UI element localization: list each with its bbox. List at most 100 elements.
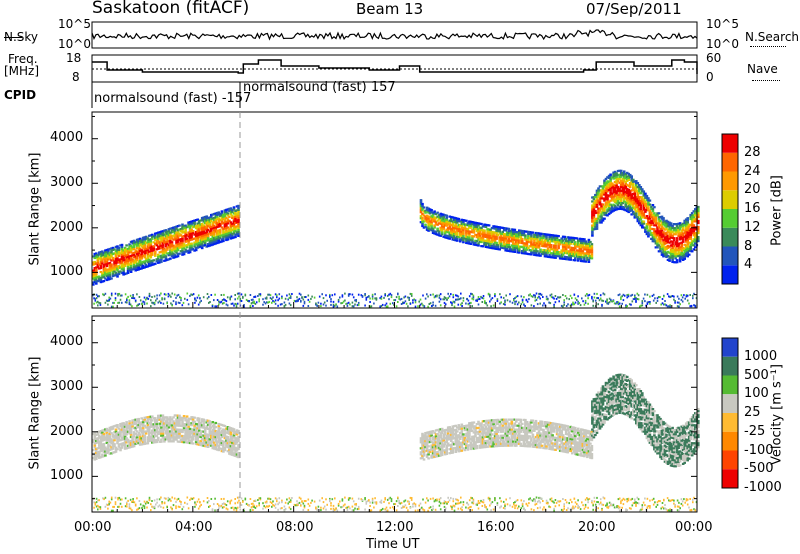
heatmap-cell bbox=[384, 304, 386, 307]
heatmap-cell bbox=[581, 297, 583, 300]
heatmap-cell bbox=[587, 244, 591, 247]
heatmap-cell bbox=[443, 230, 447, 233]
heatmap-cell bbox=[191, 434, 195, 437]
heatmap-cell bbox=[481, 237, 485, 240]
heatmap-cell bbox=[181, 225, 184, 228]
heatmap-cell bbox=[600, 215, 603, 218]
heatmap-cell bbox=[598, 197, 602, 200]
heatmap-cell bbox=[545, 253, 548, 256]
heatmap-cell bbox=[131, 248, 134, 251]
heatmap-cell bbox=[652, 293, 655, 296]
heatmap-cell bbox=[167, 295, 170, 298]
heatmap-cell bbox=[158, 422, 162, 425]
heatmap-cell bbox=[498, 248, 501, 251]
heatmap-cell bbox=[158, 300, 161, 303]
heatmap-cell bbox=[214, 448, 218, 451]
heatmap-cell bbox=[606, 190, 609, 193]
heatmap-cell bbox=[170, 418, 174, 421]
heatmap-cell bbox=[135, 424, 139, 427]
heatmap-cell bbox=[148, 439, 151, 443]
heatmap-cell bbox=[335, 303, 337, 306]
heatmap-cell bbox=[466, 242, 470, 245]
heatmap-cell bbox=[104, 277, 107, 280]
heatmap-cell bbox=[423, 305, 426, 308]
heatmap-cell bbox=[519, 245, 523, 248]
heatmap-cell bbox=[625, 304, 627, 307]
heatmap-cell bbox=[546, 233, 550, 236]
heatmap-cell bbox=[625, 195, 629, 199]
heatmap-cell bbox=[569, 246, 572, 249]
heatmap-cell bbox=[267, 293, 269, 296]
heatmap-cell bbox=[554, 242, 557, 245]
heatmap-cell bbox=[208, 438, 212, 441]
heatmap-cell bbox=[453, 220, 456, 223]
heatmap-cell bbox=[149, 242, 153, 245]
heatmap-cell bbox=[179, 240, 183, 243]
heatmap-cell bbox=[144, 298, 147, 301]
heatmap-cell bbox=[172, 244, 175, 247]
heatmap-cell bbox=[551, 234, 554, 237]
heatmap-cell bbox=[625, 305, 627, 308]
heatmap-cell bbox=[155, 240, 159, 243]
heatmap-cell bbox=[152, 235, 156, 238]
heatmap-cell bbox=[475, 234, 479, 237]
heatmap-cell bbox=[166, 234, 169, 237]
heatmap-cell bbox=[111, 451, 115, 454]
heatmap-cell bbox=[448, 221, 451, 224]
heatmap-cell bbox=[518, 233, 521, 236]
heatmap-cell bbox=[176, 422, 180, 425]
heatmap-cell bbox=[164, 231, 168, 234]
heatmap-cell bbox=[154, 419, 157, 422]
heatmap-cell bbox=[674, 247, 677, 250]
heatmap-cell bbox=[668, 227, 671, 230]
heatmap-cell bbox=[545, 249, 548, 252]
heatmap-cell bbox=[211, 439, 215, 442]
heatmap-cell bbox=[612, 191, 615, 194]
heatmap-cell bbox=[228, 215, 231, 218]
heatmap-cell bbox=[400, 303, 403, 305]
heatmap-cell bbox=[173, 248, 177, 251]
heatmap-cell bbox=[533, 233, 536, 236]
heatmap-cell bbox=[407, 305, 409, 308]
heatmap-cell bbox=[229, 298, 231, 301]
heatmap-cell bbox=[188, 237, 192, 240]
heatmap-cell bbox=[680, 294, 683, 297]
heatmap-cell bbox=[220, 429, 224, 433]
heatmap-cell bbox=[577, 257, 580, 260]
heatmap-cell bbox=[459, 240, 462, 243]
heatmap-cell bbox=[486, 304, 489, 307]
heatmap-cell bbox=[675, 253, 679, 256]
heatmap-cell bbox=[694, 246, 697, 249]
heatmap-cell bbox=[603, 181, 606, 184]
heatmap-cell bbox=[166, 428, 169, 431]
heatmap-cell bbox=[499, 234, 503, 237]
heatmap-cell bbox=[635, 210, 638, 213]
heatmap-cell bbox=[137, 442, 140, 445]
heatmap-cell bbox=[141, 421, 145, 424]
heatmap-cell bbox=[540, 242, 544, 245]
heatmap-cell bbox=[564, 246, 568, 249]
heatmap-cell bbox=[370, 305, 373, 308]
heatmap-cell bbox=[155, 422, 159, 426]
heatmap-cell bbox=[513, 248, 517, 251]
heatmap-cell bbox=[460, 297, 462, 300]
heatmap-cell bbox=[155, 260, 159, 263]
heatmap-cell bbox=[524, 230, 527, 233]
heatmap-cell bbox=[489, 293, 491, 296]
heatmap-cell bbox=[160, 301, 162, 304]
heatmap-cell bbox=[689, 223, 692, 227]
heatmap-cell bbox=[206, 437, 210, 440]
heatmap-cell bbox=[120, 428, 124, 431]
heatmap-cell bbox=[595, 227, 599, 230]
heatmap-cell bbox=[131, 421, 134, 424]
heatmap-cell bbox=[692, 214, 696, 217]
heatmap-cell bbox=[188, 423, 192, 426]
heatmap-cell bbox=[229, 221, 233, 224]
heatmap-cell bbox=[606, 204, 609, 207]
heatmap-cell bbox=[669, 224, 673, 227]
heatmap-cell bbox=[606, 298, 608, 301]
heatmap-cell bbox=[635, 200, 638, 203]
heatmap-cell bbox=[131, 423, 134, 426]
heatmap-cell bbox=[108, 267, 112, 271]
heatmap-cell bbox=[608, 297, 611, 300]
